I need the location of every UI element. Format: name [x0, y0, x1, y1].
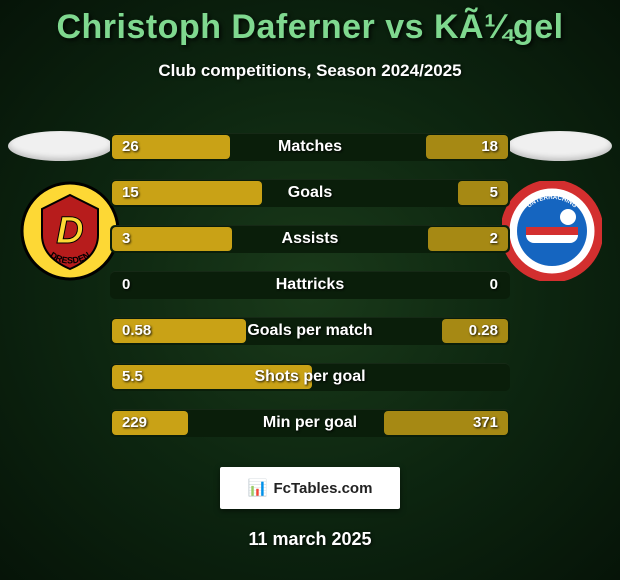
dynamo-dresden-icon: D DRESDEN — [20, 181, 120, 281]
flag-left — [8, 131, 113, 161]
club-badge-left: D DRESDEN — [20, 181, 120, 281]
watermark-text: FcTables.com — [274, 480, 373, 497]
stat-row: 2618Matches — [110, 133, 510, 161]
stat-row: 5.5Shots per goal — [110, 363, 510, 391]
svg-text:D: D — [56, 210, 83, 252]
stats-list: 2618Matches 155Goals 32Assists 00Hattricks 0… — [110, 133, 510, 455]
stat-label: Assists — [110, 225, 510, 253]
chart-icon: 📊 — [248, 478, 268, 498]
stat-row: 00Hattricks — [110, 271, 510, 299]
watermark[interactable]: 📊 FcTables.com — [220, 467, 400, 509]
page-title: Christoph Daferner vs KÃ¼gel — [0, 0, 620, 47]
stat-row: 229371Min per goal — [110, 409, 510, 437]
stat-label: Goals — [110, 179, 510, 207]
stat-label: Shots per goal — [110, 363, 510, 391]
unterhaching-icon: UNTERHACHING — [502, 181, 602, 281]
stat-row: 155Goals — [110, 179, 510, 207]
stat-label: Hattricks — [110, 271, 510, 299]
stat-label: Min per goal — [110, 409, 510, 437]
date-label: 11 march 2025 — [0, 529, 620, 550]
stat-label: Matches — [110, 133, 510, 161]
flag-right — [507, 131, 612, 161]
stat-row: 0.580.28Goals per match — [110, 317, 510, 345]
club-badge-right: UNTERHACHING — [502, 181, 602, 281]
stat-row: 32Assists — [110, 225, 510, 253]
comparison-panel: D DRESDEN UNTERHACHING 2618Matches 155Goa… — [0, 109, 620, 439]
stat-label: Goals per match — [110, 317, 510, 345]
subtitle: Club competitions, Season 2024/2025 — [0, 61, 620, 81]
